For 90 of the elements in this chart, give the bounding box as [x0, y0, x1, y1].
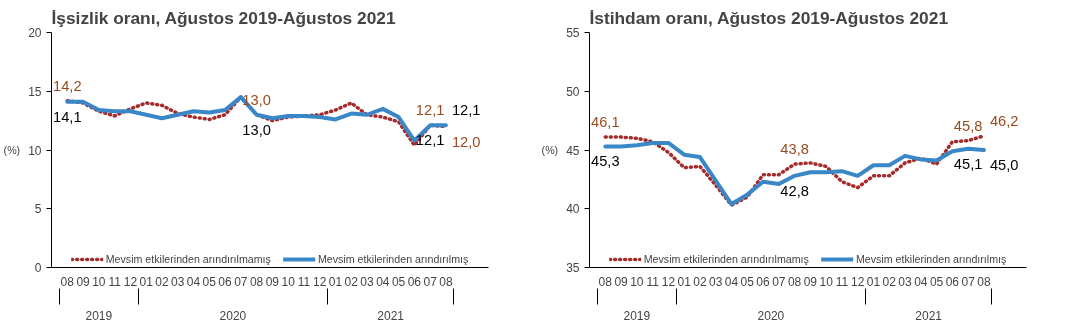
x-tick-label: 06	[218, 274, 233, 289]
x-tick-label: 11	[297, 274, 311, 289]
x-tick-label: 07	[772, 274, 786, 289]
y-tick-label: 55	[566, 26, 580, 40]
x-tick-label: 11	[108, 274, 122, 289]
y-tick-label: 0	[34, 261, 42, 275]
data-label: 13,0	[242, 121, 271, 138]
y-tick-label: 50	[566, 84, 580, 99]
x-tick-label: 10	[92, 274, 106, 289]
data-label: 43,8	[780, 141, 809, 158]
y-tick-label: 10	[28, 143, 42, 158]
data-label: 45,0	[989, 157, 1019, 173]
x-tick-label: 03	[360, 274, 375, 289]
x-tick-label: 08	[249, 274, 264, 289]
x-tick-label: 10	[630, 274, 644, 289]
x-tick-label: 02	[344, 274, 359, 289]
y-tick-label: 15	[28, 84, 42, 99]
x-tick-label: 06	[945, 274, 960, 289]
x-tick-label: 07	[961, 274, 976, 289]
x-tick-label: 12	[313, 274, 327, 289]
x-tick-label: 09	[76, 274, 91, 289]
data-label: 12,1	[415, 102, 445, 119]
x-tick-label: 02	[155, 274, 169, 289]
x-tick-label: 06	[407, 274, 422, 289]
text: 2019	[623, 308, 651, 323]
x-tick-label: 05	[740, 274, 755, 289]
data-label: 14,2	[53, 77, 82, 94]
x-tick-label: 06	[756, 274, 771, 289]
chart-title: İşsizlik oranı, Ağustos 2019-Ağustos 2021	[51, 7, 396, 28]
x-tick-label: 04	[186, 274, 201, 289]
x-tick-label: 02	[693, 274, 707, 289]
x-tick-label: 01	[866, 274, 881, 289]
x-tick-label: 08	[787, 274, 802, 289]
x-tick-label: 03	[898, 274, 913, 289]
data-label: 45,8	[953, 117, 983, 134]
y-tick-label: 35	[566, 261, 580, 275]
data-label: 12,1	[415, 132, 445, 149]
x-tick-label: 11	[646, 274, 660, 289]
x-tick-label: 11	[835, 274, 849, 289]
x-tick-label: 07	[234, 274, 248, 289]
x-tick-label: 08	[598, 274, 613, 289]
chart-title: İstihdam oranı, Ağustos 2019-Ağustos 2021	[589, 7, 949, 28]
x-tick-label: 09	[265, 274, 280, 289]
data-label: 45,1	[953, 155, 983, 172]
x-tick-label: 08	[977, 274, 991, 289]
x-tick-label: 12	[851, 274, 865, 289]
x-tick-label: 12	[661, 274, 676, 289]
text: 2020	[219, 308, 247, 323]
x-tick-label: 03	[171, 274, 185, 289]
x-tick-label: 05	[202, 274, 217, 289]
x-tick-label: 04	[914, 274, 928, 289]
x-tick-label: 02	[882, 274, 897, 289]
legend-label: Mevsim etkilerinden arındırılmamış	[643, 253, 809, 265]
x-tick-label: 03	[709, 274, 723, 289]
x-tick-label: 09	[614, 274, 629, 289]
x-tick-label: 08	[60, 274, 75, 289]
data-label: 12,1	[451, 102, 481, 119]
x-tick-label: 05	[391, 274, 406, 289]
text: 2021	[915, 308, 943, 323]
x-tick-label: 12	[123, 274, 138, 289]
y-axis-title: (%)	[3, 144, 21, 156]
x-tick-label: 01	[139, 274, 154, 289]
data-label: 14,1	[53, 108, 82, 125]
x-tick-label: 10	[281, 274, 296, 289]
legend-label: Mevsim etkilerinden arındırılmış	[855, 253, 1007, 265]
legend-label: Mevsim etkilerinden arındırılmamış	[105, 253, 271, 265]
data-label: 12,0	[451, 133, 481, 150]
text: 2019	[85, 308, 113, 323]
data-label: 42,8	[780, 182, 809, 199]
data-label: 46,1	[591, 114, 620, 131]
data-label: 46,2	[989, 112, 1019, 129]
x-tick-label: 07	[423, 274, 438, 289]
data-label: 13,0	[242, 91, 271, 108]
y-axis-title: (%)	[541, 144, 559, 156]
x-tick-label: 05	[929, 274, 944, 289]
y-tick-label: 5	[34, 202, 42, 217]
text: 2020	[757, 308, 785, 323]
x-tick-label: 04	[724, 274, 739, 289]
x-tick-label: 04	[376, 274, 390, 289]
data-label: 45,3	[591, 153, 620, 170]
x-tick-label: 01	[328, 274, 343, 289]
x-tick-label: 09	[803, 274, 818, 289]
x-tick-label: 10	[819, 274, 834, 289]
x-tick-label: 08	[439, 274, 453, 289]
y-tick-label: 40	[566, 202, 580, 217]
y-tick-label: 45	[566, 143, 580, 158]
x-tick-label: 01	[677, 274, 692, 289]
y-tick-label: 20	[28, 26, 42, 40]
legend-label: Mevsim etkilerinden arındırılmış	[317, 253, 469, 265]
text: 2021	[377, 308, 405, 323]
